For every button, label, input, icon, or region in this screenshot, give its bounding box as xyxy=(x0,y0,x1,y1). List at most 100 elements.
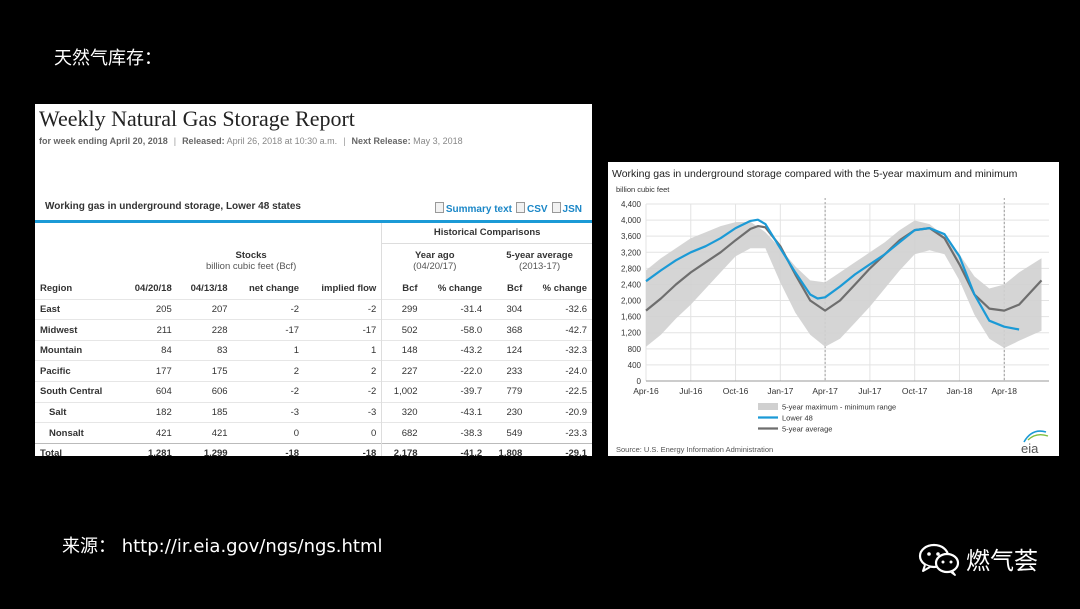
column-header: implied flow xyxy=(321,283,377,295)
y-tick-label: 4,400 xyxy=(621,200,642,209)
value-cell: 84 xyxy=(120,339,177,361)
value-cell: 2 xyxy=(232,360,305,382)
meta-separator: | xyxy=(343,136,346,146)
value-cell: 368 xyxy=(487,319,528,341)
csv-label: CSV xyxy=(526,204,548,215)
region-cell: Nonsalt xyxy=(35,422,121,444)
value-cell: 502 xyxy=(381,319,423,341)
region-cell: Salt xyxy=(35,401,121,423)
released-value: April 26, 2018 at 10:30 a.m. xyxy=(226,136,338,146)
value-cell: -22.5 xyxy=(527,381,592,403)
next-release-value: May 3, 2018 xyxy=(413,136,463,146)
eia-logo-text: eia xyxy=(1021,441,1039,456)
value-cell: -43.2 xyxy=(422,339,488,361)
value-cell: -29.1 xyxy=(527,442,592,456)
next-release-label: Next Release: xyxy=(351,136,411,146)
chart-title: Working gas in underground storage compa… xyxy=(612,168,1018,180)
value-cell: 1 xyxy=(304,339,382,361)
table-row: Pacific 177 175 2 2 227 -22.0 233 -24.0 xyxy=(35,360,592,382)
value-cell: 124 xyxy=(487,339,528,361)
y-tick-label: 2,800 xyxy=(621,264,642,273)
value-cell: -2 xyxy=(304,381,382,403)
csv-link[interactable]: CSV xyxy=(515,202,548,215)
column-header: net change xyxy=(248,283,300,295)
eia-logo-arc xyxy=(1023,430,1047,443)
value-cell: -42.7 xyxy=(527,319,592,341)
value-cell: 299 xyxy=(381,298,423,320)
summary-text-label: Summary text xyxy=(445,204,512,215)
value-cell: 320 xyxy=(381,401,423,423)
json-label: JSN xyxy=(562,204,582,215)
summary-text-link[interactable]: Summary text xyxy=(434,202,512,215)
y-tick-label: 0 xyxy=(637,377,642,386)
year-ago-header: Year ago (04/20/17) xyxy=(381,243,488,280)
storage-table: Historical Comparisons Stocks billion cu… xyxy=(35,223,592,456)
stocks-header: Stocks billion cubic feet (Bcf) xyxy=(121,243,382,279)
y-tick-label: 2,400 xyxy=(621,280,642,289)
table-row: Salt 182 185 -3 -3 320 -43.1 230 -20.9 xyxy=(35,401,592,423)
value-cell: 304 xyxy=(487,298,528,320)
header-spacer xyxy=(35,223,382,243)
slide-title: 天然气库存： xyxy=(54,48,162,69)
stocks-label: Stocks xyxy=(235,250,267,262)
five-year-range: (2013-17) xyxy=(518,261,561,273)
legend-swatch xyxy=(758,403,778,410)
value-cell: 2,178 xyxy=(381,442,423,456)
value-cell: -39.7 xyxy=(422,381,488,403)
storage-report-panel: Weekly Natural Gas Storage Report for we… xyxy=(35,104,592,456)
value-cell: 0 xyxy=(232,422,305,444)
column-header: % change xyxy=(437,283,483,295)
y-tick-label: 800 xyxy=(628,345,642,354)
value-cell: 182 xyxy=(120,401,177,423)
x-tick-label: Apr-18 xyxy=(991,386,1017,396)
x-tick-label: Jan-17 xyxy=(767,386,793,396)
five-year-label: 5-year average xyxy=(506,250,573,262)
year-ago-label: Year ago xyxy=(414,250,455,262)
value-cell: 549 xyxy=(487,422,528,444)
five-year-header: 5-year average (2013-17) xyxy=(487,243,592,279)
x-tick-label: Jan-18 xyxy=(946,386,972,396)
table-panel-header: Working gas in underground storage, Lowe… xyxy=(35,194,592,223)
value-cell: 0 xyxy=(304,422,382,444)
value-cell: -38.3 xyxy=(422,422,488,444)
value-cell: 1,281 xyxy=(120,442,177,456)
value-cell: 211 xyxy=(120,319,177,341)
value-cell: -41.2 xyxy=(422,442,488,456)
value-cell: -3 xyxy=(304,401,382,423)
y-tick-label: 3,600 xyxy=(621,232,642,241)
value-cell: -22.0 xyxy=(422,360,488,382)
historical-comparisons-header: Historical Comparisons xyxy=(381,223,592,244)
value-cell: -32.6 xyxy=(527,298,592,320)
five-year-average-line xyxy=(645,224,1043,312)
table-row: South Central 604 606 -2 -2 1,002 -39.7 … xyxy=(35,381,592,403)
stocks-unit: billion cubic feet (Bcf) xyxy=(205,261,297,273)
region-cell: Midwest xyxy=(35,319,121,341)
header-spacer xyxy=(35,243,121,279)
storage-chart: Working gas in underground storage compa… xyxy=(612,168,1049,456)
value-cell: 779 xyxy=(487,381,528,403)
table-row: Midwest 211 228 -17 -17 502 -58.0 368 -4… xyxy=(35,319,592,341)
document-icon xyxy=(515,202,525,213)
value-cell: 1 xyxy=(232,339,305,361)
report-meta: for week ending April 20, 2018 | Released:… xyxy=(39,136,463,146)
value-cell: -20.9 xyxy=(527,401,592,423)
value-cell: -58.0 xyxy=(422,319,488,341)
meta-separator: | xyxy=(173,136,177,146)
table-row: Mountain 84 83 1 1 148 -43.2 124 -32.3 xyxy=(35,339,592,361)
x-tick-label: Oct-17 xyxy=(902,386,928,396)
value-cell: 205 xyxy=(120,298,177,320)
json-link[interactable]: JSN xyxy=(551,202,582,215)
document-icon xyxy=(434,202,444,213)
value-cell: 1,808 xyxy=(487,442,528,456)
value-cell: -17 xyxy=(304,319,382,341)
x-tick-label: Jul-16 xyxy=(679,386,702,396)
released-label: Released: xyxy=(182,136,225,146)
value-cell: 207 xyxy=(176,298,233,320)
value-cell: 606 xyxy=(176,381,233,403)
region-cell: South Central xyxy=(35,381,121,403)
value-cell: 682 xyxy=(381,422,423,444)
value-cell: 604 xyxy=(120,381,177,403)
value-cell: 83 xyxy=(176,339,233,361)
value-cell: 227 xyxy=(381,360,423,382)
value-cell: -18 xyxy=(232,442,305,456)
